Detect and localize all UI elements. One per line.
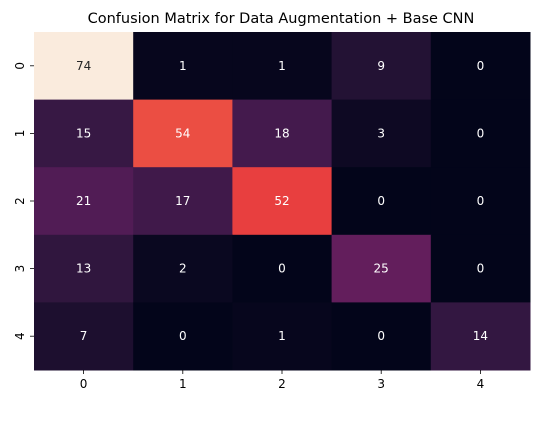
heatmap-cell [331, 32, 432, 101]
cell-value-label: 52 [274, 194, 289, 208]
cell-value-label: 0 [477, 126, 485, 140]
y-tick-label: 2 [13, 197, 27, 205]
heatmap-cell [430, 234, 531, 303]
heatmap-cell [331, 234, 432, 303]
cell-value-label: 0 [477, 194, 485, 208]
heatmap-cell [34, 302, 134, 371]
cell-value-label: 7 [80, 329, 88, 343]
x-tick-label: 3 [377, 377, 385, 391]
cell-value-label: 1 [278, 59, 286, 73]
heatmap-cell [133, 167, 233, 236]
heatmap-cell [331, 99, 432, 168]
heatmap-cell [133, 234, 233, 303]
cell-value-label: 74 [76, 59, 91, 73]
heatmap-cell [133, 99, 233, 168]
x-tick-label: 1 [179, 377, 187, 391]
y-tick-label: 4 [13, 332, 27, 340]
y-tick-label: 0 [13, 62, 27, 70]
heatmap-cell [34, 99, 134, 168]
heatmap-cell [232, 32, 333, 101]
heatmap-cell [232, 99, 333, 168]
x-tick-label: 0 [80, 377, 88, 391]
heatmap-cell [430, 99, 531, 168]
x-axis: 0 1 2 3 4 [80, 370, 484, 391]
heatmap-cell [430, 32, 531, 101]
heatmap-cell [331, 167, 432, 236]
cell-value-label: 9 [377, 59, 385, 73]
heatmap-cell [232, 167, 333, 236]
cell-value-label: 17 [175, 194, 190, 208]
heatmap-cell [133, 32, 233, 101]
y-tick-label: 3 [13, 265, 27, 273]
cell-value-label: 3 [377, 126, 385, 140]
heatmap-cell [232, 302, 333, 371]
cell-value-label: 13 [76, 262, 91, 276]
heatmap-cell [133, 302, 233, 371]
heatmap-cell [34, 32, 134, 101]
y-axis: 0 1 2 3 4 [13, 62, 34, 340]
cell-value-label: 15 [76, 126, 91, 140]
heatmap-cell [34, 234, 134, 303]
cell-value-label: 54 [175, 126, 190, 140]
cell-value-label: 0 [278, 262, 286, 276]
cell-value-label: 14 [473, 329, 488, 343]
cell-value-label: 0 [477, 262, 485, 276]
cell-value-label: 0 [179, 329, 187, 343]
cell-value-label: 0 [377, 194, 385, 208]
heatmap-cell [331, 302, 432, 371]
cell-value-label: 0 [377, 329, 385, 343]
x-tick-label: 4 [477, 377, 485, 391]
cell-value-label: 18 [274, 126, 289, 140]
x-tick-label: 2 [278, 377, 286, 391]
chart-title: Confusion Matrix for Data Augmentation +… [88, 11, 475, 27]
heatmap-cells: 74 1 1 9 0 15 54 18 3 0 21 17 52 0 0 13 2 0 25 0 7 0 1 0 14 [34, 32, 531, 371]
heatmap-cell [430, 302, 531, 371]
heatmap-cell [430, 167, 531, 236]
cell-value-label: 25 [374, 262, 389, 276]
heatmap-cell [34, 167, 134, 236]
cell-value-label: 2 [179, 262, 187, 276]
cell-value-label: 1 [278, 329, 286, 343]
heatmap-cell [232, 234, 333, 303]
y-tick-label: 1 [13, 130, 27, 138]
cell-value-label: 21 [76, 194, 91, 208]
cell-value-label: 1 [179, 59, 187, 73]
cell-value-label: 0 [477, 59, 485, 73]
